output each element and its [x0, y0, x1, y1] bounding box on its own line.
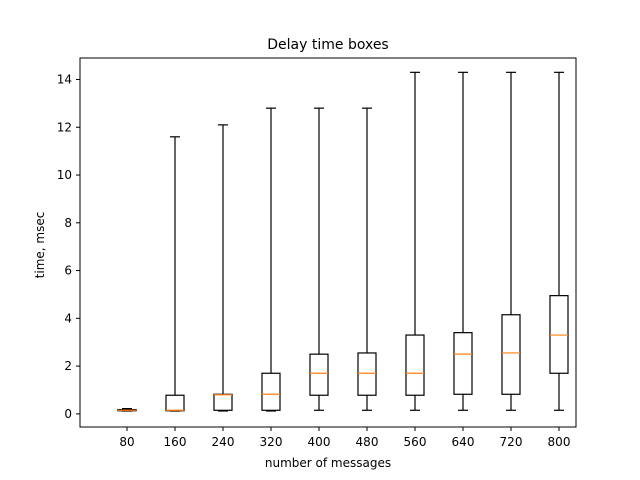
box [165, 394, 185, 412]
y-tick-label: 14 [57, 72, 72, 86]
y-tick-label: 6 [64, 264, 72, 278]
box [501, 314, 521, 395]
x-tick-label: 80 [119, 435, 134, 449]
box [453, 332, 473, 395]
y-tick-label: 8 [64, 216, 72, 230]
x-tick-label: 400 [308, 435, 331, 449]
x-tick-label: 640 [452, 435, 475, 449]
y-tick-label: 12 [57, 120, 72, 134]
x-tick-label: 560 [404, 435, 427, 449]
box [261, 372, 281, 411]
x-tick-label: 480 [356, 435, 379, 449]
y-tick-label: 2 [64, 359, 72, 373]
box [213, 393, 233, 411]
axes-frame [79, 57, 577, 428]
chart-title: Delay time boxes [267, 37, 388, 53]
y-tick-label: 10 [57, 168, 72, 182]
x-tick-label: 320 [260, 435, 283, 449]
x-tick-label: 800 [548, 435, 571, 449]
box [357, 352, 377, 396]
plot-area: 0 2 4 6 8 10 12 14 80 160 240 320 400 480 560 640 720 800 [57, 57, 577, 449]
y-axis-label: time, msec [33, 212, 47, 279]
x-tick-label: 240 [212, 435, 235, 449]
x-tick-label: 160 [164, 435, 187, 449]
box [405, 334, 425, 396]
box [309, 353, 329, 396]
y-tick-label: 0 [64, 407, 72, 421]
x-axis-label: number of messages [265, 456, 391, 470]
x-tick-label: 720 [500, 435, 523, 449]
y-tick-label: 4 [64, 311, 72, 325]
